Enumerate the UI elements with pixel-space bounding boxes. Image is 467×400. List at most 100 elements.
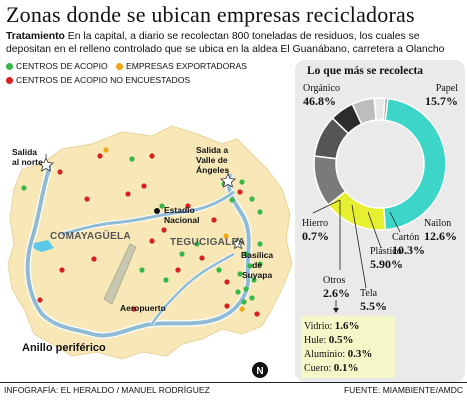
map-point <box>216 267 222 273</box>
map-point <box>179 251 185 257</box>
label-tela-name: Tela <box>360 288 378 299</box>
otros-item-label: Hule: <box>304 335 327 346</box>
label-salida-norte: Salida al norte <box>12 147 43 167</box>
label-papel: Papel 15.7% <box>425 83 458 109</box>
label-carton-name: Cartón <box>392 232 420 243</box>
orange-dot-icon <box>116 62 123 70</box>
otros-item: Aluminio: 0.3% <box>304 348 372 360</box>
map-point <box>21 156 263 305</box>
label-otros: Otros 2.6% <box>323 275 350 301</box>
map-point <box>249 196 255 202</box>
chart-panel: Lo que más se recolecta <box>295 60 465 382</box>
legend-acopio: CENTROS DE ACOPIO <box>6 61 108 71</box>
otros-breakdown-box: Vidrio: 1.6% Hule: 0.5% Aluminio: 0.3% C… <box>301 316 395 378</box>
label-hierro-pct: 0.7% <box>302 229 329 243</box>
label-aeropuerto: Aeropuerto <box>120 303 166 313</box>
label-papel-pct: 15.7% <box>425 94 458 108</box>
map-point <box>139 267 145 273</box>
otros-item: Cuero: 0.1% <box>304 362 358 374</box>
label-organico: Orgánico 46.8% <box>303 83 340 109</box>
estadio-marker <box>154 208 160 214</box>
label-comayaguela: COMAYAGÜELA <box>50 231 131 242</box>
airport-area <box>103 243 137 305</box>
label-tegucigalpa: TEGUCIGALPA <box>170 237 246 248</box>
map-point <box>125 191 131 197</box>
label-otros-pct: 2.6% <box>323 286 350 300</box>
legend-no-encuestados-label: CENTROS DE ACOPIO NO ENCUESTADOS <box>16 75 191 85</box>
infographic-title: Zonas donde se ubican empresas reciclado… <box>6 2 415 27</box>
map-point <box>254 311 260 317</box>
map-point <box>243 286 249 292</box>
label-hierro: Hierro 0.7% <box>302 218 329 244</box>
map-point <box>224 279 230 285</box>
city-map: N <box>7 125 293 378</box>
label-salida-valle: Salida a Valle de Ángeles <box>196 145 230 175</box>
label-anillo-periferico: Anillo periférico <box>22 342 106 354</box>
map-point <box>223 233 229 239</box>
label-otros-name: Otros <box>323 275 346 286</box>
north-arrow-icon: N <box>252 362 268 378</box>
otros-item: Vidrio: 1.6% <box>304 320 360 332</box>
map-point <box>224 303 230 309</box>
map-point <box>237 189 243 195</box>
otros-item-value: 1.6% <box>334 320 360 332</box>
map-point <box>257 209 263 215</box>
label-plastico: Plástico 5.90% <box>370 246 403 272</box>
label-nailon-name: Nailon <box>424 218 452 229</box>
map-point <box>141 183 147 189</box>
otros-item: Hule: 0.5% <box>304 334 353 346</box>
map-point <box>149 238 155 244</box>
label-carton-pct: 10.3% <box>392 243 425 257</box>
map-point <box>235 289 241 295</box>
map-point <box>175 267 181 273</box>
map-point <box>243 251 249 257</box>
otros-item-value: 0.3% <box>347 348 373 360</box>
map-point <box>185 203 191 209</box>
green-dot-icon <box>6 62 13 70</box>
map-pointer-lines <box>45 154 229 174</box>
otros-item-value: 0.1% <box>333 362 359 374</box>
map-point <box>249 295 255 301</box>
label-tela-pct: 5.5% <box>360 299 387 313</box>
map-point <box>251 277 257 283</box>
label-organico-pct: 46.8% <box>303 94 336 108</box>
legend-no-encuestados: CENTROS DE ACOPIO NO ENCUESTADOS <box>6 75 190 85</box>
map-point <box>21 185 27 191</box>
map-point <box>239 306 245 312</box>
otros-item-value: 0.5% <box>328 334 354 346</box>
legend-exportadoras: EMPRESAS EXPORTADORAS <box>116 61 247 71</box>
map-point <box>211 217 217 223</box>
legend-exportadoras-label: EMPRESAS EXPORTADORAS <box>126 61 247 71</box>
map-point <box>237 271 243 277</box>
subtitle-text: En la capital, a diario se recolectan 80… <box>6 31 445 55</box>
legend-acopio-label: CENTROS DE ACOPIO <box>16 61 108 71</box>
otros-item-label: Vidrio: <box>304 321 333 332</box>
label-carton: Cartón 10.3% <box>392 232 425 258</box>
water-pond <box>30 240 54 252</box>
label-nailon: Nailon 12.6% <box>424 218 457 244</box>
map-point <box>37 297 43 303</box>
map-point <box>129 156 135 162</box>
map-point <box>229 197 235 203</box>
map-point <box>97 153 103 159</box>
footer-source: FUENTE: MIAMBIENTE/AMDC <box>343 385 463 395</box>
label-hierro-name: Hierro <box>302 218 329 229</box>
subtitle: Tratamiento En la capital, a diario se r… <box>6 30 462 56</box>
map-point <box>103 147 109 153</box>
label-nailon-pct: 12.6% <box>424 229 457 243</box>
label-plastico-name: Plástico <box>370 246 402 257</box>
map-point <box>131 306 137 312</box>
map-point <box>257 241 263 247</box>
subtitle-lead: Tratamiento <box>6 31 65 42</box>
red-dot-icon <box>6 76 13 84</box>
label-papel-name: Papel <box>435 83 458 94</box>
label-organico-name: Orgánico <box>303 83 341 94</box>
map-point <box>163 277 169 283</box>
svg-text:N: N <box>256 366 263 377</box>
label-tela: Tela 5.5% <box>360 288 387 314</box>
map-point <box>194 241 200 247</box>
map-point <box>59 267 65 273</box>
donut-slice-hierro <box>382 97 389 122</box>
map-point <box>257 261 263 267</box>
